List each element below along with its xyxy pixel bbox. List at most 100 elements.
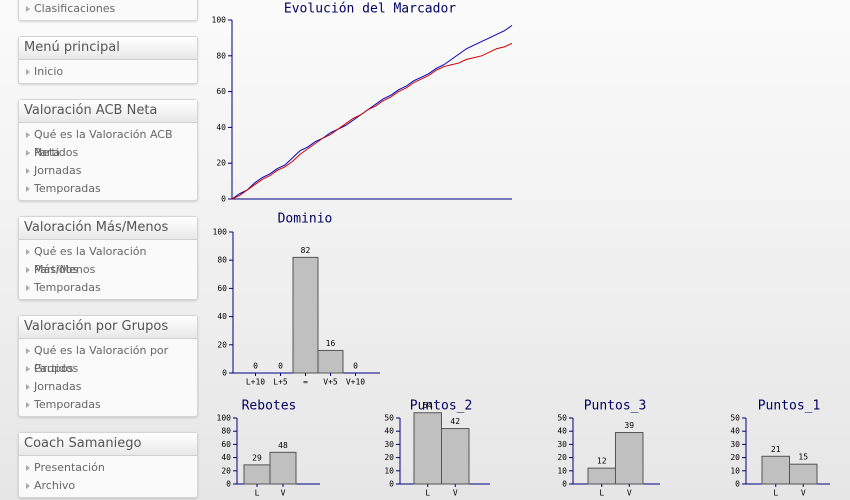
menu-link[interactable]: Clasificaciones — [19, 0, 197, 18]
y-tick-label: 60 — [221, 440, 231, 449]
y-tick-label: 20 — [217, 340, 227, 349]
menu-link[interactable]: Jornadas — [19, 162, 197, 180]
y-tick-label: 50 — [557, 414, 567, 423]
menu-title: Valoración Más/Menos — [19, 217, 197, 240]
y-tick-label: 60 — [217, 284, 227, 293]
chart-title: Evolución del Marcador — [284, 2, 456, 17]
y-tick-label: 20 — [557, 453, 567, 462]
menu-link[interactable]: Jornadas — [19, 378, 197, 396]
x-tick-label: V+5 — [323, 378, 338, 387]
menu-link[interactable]: Partidos — [19, 144, 197, 162]
value-label: 42 — [450, 417, 460, 426]
y-tick-label: 100 — [217, 414, 232, 423]
y-tick-label: 10 — [730, 466, 740, 475]
menu-items: Qué es la Valoración ACB Neta Partidos Jor… — [19, 123, 197, 200]
y-tick-label: 0 — [735, 480, 740, 489]
y-tick-label: 40 — [221, 453, 231, 462]
value-label: 15 — [798, 453, 808, 462]
menu-link[interactable]: Inicio — [19, 63, 197, 81]
x-tick-label: L — [773, 489, 778, 498]
bar — [587, 467, 616, 485]
value-label: 0 — [278, 362, 283, 371]
value-label: 21 — [771, 445, 781, 454]
y-tick-label: 20 — [730, 453, 740, 462]
y-tick-label: 0 — [389, 480, 394, 489]
y-tick-label: 80 — [216, 51, 226, 60]
y-tick-label: 40 — [217, 312, 227, 321]
menu-box: Menú principal Inicio — [18, 36, 198, 84]
y-tick-label: 0 — [226, 480, 231, 489]
y-tick-label: 50 — [730, 414, 740, 423]
menu-title: Coach Samaniego — [19, 433, 197, 456]
bar — [789, 463, 818, 485]
x-tick-label: L+10 — [246, 378, 265, 387]
menu-link[interactable]: Temporadas — [19, 180, 197, 198]
menu-items: Qué es la Valoración por Grupos Partidos J… — [19, 339, 197, 416]
y-tick-label: 0 — [562, 480, 567, 489]
menu-box: Valoración ACB Neta Qué es la Valoración … — [18, 99, 198, 201]
x-tick-label: V+10 — [346, 378, 365, 387]
chart-title: Dominio — [278, 212, 333, 227]
y-tick-label: 80 — [221, 427, 231, 436]
value-label: 0 — [353, 362, 358, 371]
y-tick-label: 80 — [217, 256, 227, 265]
y-tick-label: 0 — [222, 369, 227, 378]
y-tick-label: 20 — [384, 453, 394, 462]
menu-items: Presentación Archivo — [19, 456, 197, 497]
x-tick-label: L — [599, 489, 604, 498]
menu-link[interactable]: Partidos — [19, 261, 197, 279]
y-tick-label: 10 — [384, 466, 394, 475]
y-tick-label: 50 — [384, 414, 394, 423]
menu-title: Menú principal — [19, 37, 197, 60]
bar — [269, 451, 297, 485]
score-line — [231, 42, 513, 200]
menu-link[interactable]: Archivo — [19, 477, 197, 495]
value-label: 16 — [326, 339, 336, 348]
menu-link[interactable]: Temporadas — [19, 279, 197, 297]
x-tick-label: L+5 — [273, 378, 288, 387]
x-tick-label: V — [281, 489, 286, 498]
chart-title: Puntos_3 — [584, 399, 647, 414]
menu-box: Valoración por Grupos Qué es la Valoració… — [18, 315, 198, 417]
y-tick-label: 100 — [212, 16, 227, 25]
y-tick-label: 40 — [557, 427, 567, 436]
menu-link[interactable]: Presentación — [19, 459, 197, 477]
value-label: 29 — [252, 453, 262, 462]
y-tick-label: 30 — [730, 440, 740, 449]
y-tick-label: 40 — [384, 427, 394, 436]
value-label: 48 — [278, 441, 288, 450]
chart-title: Puntos_2 — [410, 399, 473, 414]
y-tick-label: 20 — [216, 159, 226, 168]
y-tick-label: 60 — [216, 87, 226, 96]
x-tick-label: L — [425, 489, 430, 498]
menu-items: Qué es la Valoración Más/Menos Partidos Te… — [19, 240, 197, 299]
menu-title: Valoración por Grupos — [19, 316, 197, 339]
chart-title: Rebotes — [242, 399, 297, 414]
menu-title: Valoración ACB Neta — [19, 100, 197, 123]
menu-link[interactable]: Qué es la Valoración ACB Neta — [19, 126, 197, 159]
bar — [615, 432, 644, 485]
value-label: 54 — [423, 401, 433, 410]
menu-link[interactable]: Partidos — [19, 360, 197, 378]
menu-link[interactable]: Temporadas — [19, 396, 197, 414]
y-tick-label: 30 — [557, 440, 567, 449]
y-tick-label: 40 — [730, 427, 740, 436]
menu-link[interactable]: Qué es la Valoración por Grupos — [19, 342, 197, 375]
value-label: 0 — [253, 362, 258, 371]
value-label: 12 — [597, 457, 607, 466]
bar — [243, 464, 271, 485]
x-tick-label: = — [303, 378, 308, 387]
menu-box: Coach Samaniego Presentación Archivo — [18, 432, 198, 498]
sidebar: Clasificaciones Menú principal Inicio Valor… — [18, 0, 198, 500]
bar — [413, 412, 442, 485]
y-tick-label: 10 — [557, 466, 567, 475]
y-tick-label: 30 — [384, 440, 394, 449]
bar — [441, 428, 470, 485]
menu-box: Clasificaciones — [18, 0, 198, 21]
value-label: 82 — [301, 246, 311, 255]
menu-link[interactable]: Qué es la Valoración Más/Menos — [19, 243, 197, 276]
x-tick-label: V — [801, 489, 806, 498]
x-tick-label: L — [255, 489, 260, 498]
bar — [761, 455, 790, 485]
